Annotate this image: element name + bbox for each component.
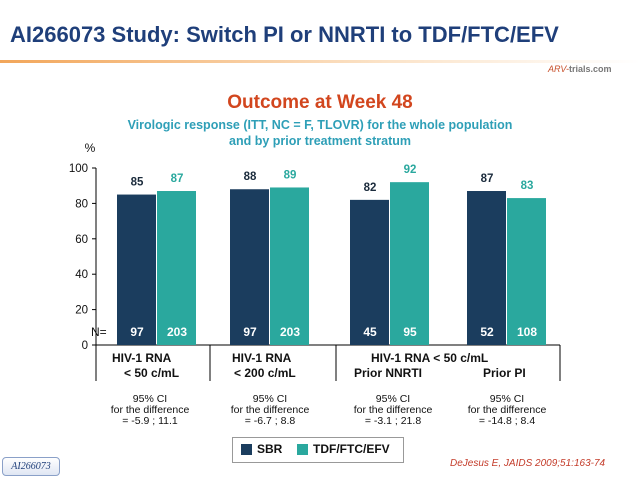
chart-subtitle-line1: Virologic response (ITT, NC = F, TLOVR) … <box>127 118 513 132</box>
y-tick-label: 80 <box>75 198 88 210</box>
bar-sbr <box>350 199 389 345</box>
bar-value-label: 92 <box>404 164 417 176</box>
ci-block: 95% CI for the difference = -14.8 ; 8.4 <box>452 394 562 427</box>
bar-value-label: 87 <box>481 173 494 185</box>
logo-part2: trials.com <box>569 64 612 74</box>
bar-sbr <box>467 191 506 345</box>
y-tick-label: 60 <box>75 234 88 246</box>
y-axis-label: % <box>85 141 96 155</box>
bar-value-label: 88 <box>244 171 257 183</box>
n-prefix-label: N= <box>91 325 107 339</box>
category-label: Prior NNRTI <box>354 366 423 380</box>
ci-title: for the difference <box>110 404 190 416</box>
chart-legend: SBR TDF/FTC/EFV <box>232 437 404 463</box>
ci-title: for the difference <box>467 404 547 416</box>
bar-n-label: 108 <box>517 325 537 339</box>
y-tick-label: 100 <box>69 163 88 175</box>
y-tick-label: 20 <box>75 305 88 317</box>
arv-trials-logo: ARV-trials.com <box>548 64 612 74</box>
ci-block: 95% CI for the difference = -6.7 ; 8.8 <box>215 394 325 427</box>
title-divider <box>0 60 640 63</box>
bar-n-label: 45 <box>363 325 377 339</box>
category-label: HIV-1 RNA <box>112 351 172 365</box>
ci-title: for the difference <box>353 404 433 416</box>
ci-title: 95% CI <box>132 393 168 405</box>
bar-n-label: 203 <box>280 325 300 339</box>
bar-sbr <box>230 189 269 345</box>
chart-headline: Outcome at Week 48 <box>227 92 413 113</box>
slide-title: AI266073 Study: Switch PI or NNRTI to TD… <box>10 22 559 47</box>
bar-value-label: 83 <box>521 180 534 192</box>
bar-value-label: 85 <box>131 177 144 189</box>
study-tag: AI266073 <box>2 457 60 476</box>
bar-tdf <box>507 198 546 345</box>
ci-title: 95% CI <box>489 393 525 405</box>
bar-value-label: 82 <box>364 182 377 194</box>
ci-title: 95% CI <box>252 393 288 405</box>
bar-n-label: 203 <box>167 325 187 339</box>
y-tick-label: 0 <box>82 340 88 352</box>
category-label: < 200 c/mL <box>234 366 296 380</box>
category-label: < 50 c/mL <box>124 366 180 380</box>
chart-subtitle-line2: and by prior treatment stratum <box>229 134 411 148</box>
legend-swatch-tdf <box>297 444 308 455</box>
bar-tdf <box>390 182 429 345</box>
ci-value: = -5.9 ; 11.1 <box>122 415 178 427</box>
category-label: Prior PI <box>483 366 526 380</box>
ci-value: = -6.7 ; 8.8 <box>244 415 296 427</box>
group-header-label: HIV-1 RNA < 50 c/mL <box>371 351 489 365</box>
category-label: HIV-1 RNA <box>232 351 292 365</box>
ci-block: 95% CI for the difference = -3.1 ; 21.8 <box>338 394 448 427</box>
bar-value-label: 87 <box>171 173 184 185</box>
ci-value: = -14.8 ; 8.4 <box>478 415 536 427</box>
ci-title: for the difference <box>230 404 310 416</box>
legend-label-tdf: TDF/FTC/EFV <box>313 442 390 456</box>
ci-block: 95% CI for the difference = -5.9 ; 11.1 <box>95 394 205 427</box>
bar-n-label: 97 <box>243 325 257 339</box>
bar-sbr <box>117 194 156 345</box>
citation: DeJesus E, JAIDS 2009;51:163-74 <box>450 458 606 469</box>
y-tick-label: 40 <box>75 269 88 281</box>
bar-value-label: 89 <box>284 169 297 181</box>
legend-swatch-sbr <box>241 444 252 455</box>
legend-label-sbr: SBR <box>257 442 283 456</box>
bar-tdf <box>270 187 309 345</box>
bar-n-label: 97 <box>130 325 144 339</box>
ci-title: 95% CI <box>375 393 411 405</box>
ci-value: = -3.1 ; 21.8 <box>364 415 422 427</box>
logo-part1: ARV- <box>548 64 570 74</box>
bar-n-label: 95 <box>403 325 417 339</box>
bar-tdf <box>157 191 196 345</box>
slide-header: AI266073 Study: Switch PI or NNRTI to TD… <box>0 0 640 58</box>
bar-n-label: 52 <box>480 325 494 339</box>
